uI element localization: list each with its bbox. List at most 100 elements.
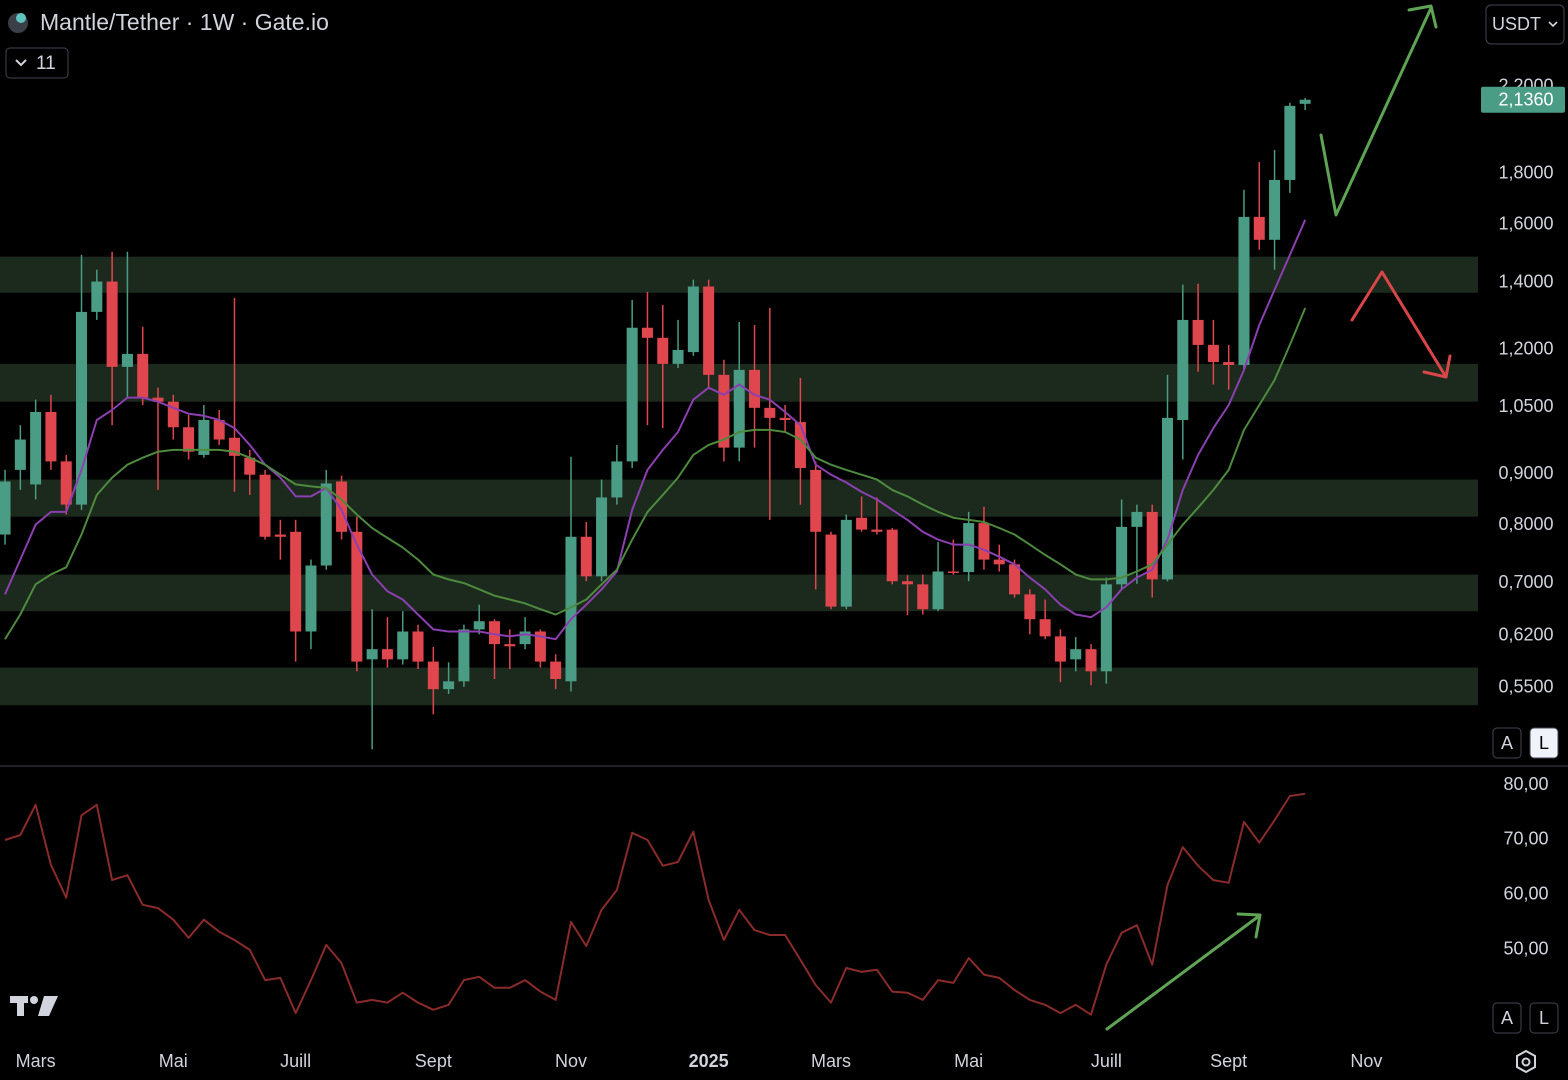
candle-body bbox=[1100, 584, 1112, 672]
settings-button[interactable] bbox=[1516, 1049, 1536, 1074]
candle-body bbox=[504, 644, 516, 647]
candle-body bbox=[978, 523, 990, 560]
arrow-down bbox=[1350, 270, 1448, 379]
candle-body bbox=[198, 419, 210, 455]
arrow-up bbox=[1319, 6, 1433, 217]
candle-body bbox=[1054, 636, 1066, 662]
candle-body bbox=[810, 469, 822, 532]
candle-body bbox=[794, 422, 806, 468]
candle-body bbox=[106, 281, 118, 367]
candle-body bbox=[718, 374, 730, 448]
y-tick-label: 0,5500 bbox=[1498, 676, 1553, 696]
x-tick-label: Juill bbox=[1091, 1051, 1122, 1071]
candle-body bbox=[412, 631, 424, 662]
indicators-toggle[interactable]: 11 bbox=[5, 47, 69, 79]
candle-body bbox=[213, 419, 225, 440]
indicators-box bbox=[5, 47, 69, 79]
scale-button-label[interactable]: L bbox=[1539, 733, 1549, 753]
candle-body bbox=[1299, 99, 1311, 104]
candle-body bbox=[458, 629, 470, 682]
candle-body bbox=[45, 411, 57, 462]
candle-body bbox=[947, 571, 959, 573]
candle-body bbox=[871, 529, 883, 532]
x-tick-label: Juill bbox=[280, 1051, 311, 1071]
candle-body bbox=[1009, 564, 1021, 595]
settings-icon bbox=[1516, 1049, 1536, 1074]
candle-body bbox=[167, 401, 179, 428]
logo-part bbox=[17, 996, 24, 1016]
candle-body bbox=[121, 353, 133, 367]
scale-button[interactable] bbox=[1529, 1002, 1559, 1034]
scale-button[interactable] bbox=[1492, 1002, 1522, 1034]
y-tick-label: 60,00 bbox=[1503, 884, 1548, 904]
y-tick-label: 1,6000 bbox=[1498, 214, 1553, 234]
candle-body bbox=[290, 531, 302, 632]
y-tick-label: 0,7000 bbox=[1498, 572, 1553, 592]
y-tick-label: 1,2000 bbox=[1498, 338, 1553, 358]
candle-body bbox=[687, 286, 699, 353]
candle-body bbox=[840, 519, 852, 607]
y-tick-label: 1,8000 bbox=[1498, 163, 1553, 183]
candle-body bbox=[749, 369, 761, 408]
candle-body bbox=[244, 457, 256, 475]
candle-body bbox=[1223, 362, 1235, 366]
x-tick-label: Nov bbox=[555, 1051, 587, 1071]
scale-button-label[interactable]: A bbox=[1501, 1008, 1513, 1028]
candle-body bbox=[397, 631, 409, 660]
candle-body bbox=[550, 661, 562, 680]
candle-body bbox=[580, 536, 592, 577]
candle-body bbox=[259, 474, 271, 537]
candle-body bbox=[886, 529, 898, 582]
candle-body bbox=[1253, 216, 1265, 240]
candle-body bbox=[91, 281, 103, 312]
y-tick-label: 80,00 bbox=[1503, 774, 1548, 794]
candle-body bbox=[443, 681, 455, 690]
candle-body bbox=[366, 649, 378, 660]
symbol-title: Mantle/Tether · 1W · Gate.io bbox=[40, 9, 329, 35]
y-tick-label: 1,4000 bbox=[1498, 272, 1553, 292]
arrow-head bbox=[1422, 354, 1452, 379]
candle-body bbox=[626, 327, 638, 462]
candle-body bbox=[611, 461, 623, 498]
scale-button-label[interactable]: A bbox=[1501, 733, 1513, 753]
currency-box bbox=[1485, 4, 1565, 45]
candle-body bbox=[320, 483, 332, 566]
chevron bbox=[15, 59, 27, 67]
logo-part bbox=[30, 996, 38, 1004]
moving-average bbox=[4, 219, 1307, 641]
candle-body bbox=[856, 517, 868, 530]
y-tick-label: 0,9000 bbox=[1498, 463, 1553, 483]
arrow-head bbox=[1407, 4, 1438, 29]
candle-body bbox=[1284, 105, 1296, 180]
candle-body bbox=[764, 407, 776, 418]
candle-body bbox=[336, 481, 348, 532]
candle-body bbox=[657, 337, 669, 364]
rsi-line bbox=[4, 792, 1306, 1016]
candle-body bbox=[14, 439, 26, 470]
currency-selector[interactable]: USDT bbox=[1485, 4, 1565, 45]
candle-body bbox=[1238, 216, 1250, 366]
price-zone bbox=[0, 574, 1478, 612]
scale-button-label[interactable]: L bbox=[1539, 1008, 1549, 1028]
settings-icon bbox=[1521, 1057, 1531, 1067]
candle-body bbox=[519, 631, 531, 645]
candle-body bbox=[137, 353, 149, 398]
candle-body bbox=[1024, 594, 1036, 620]
candle-body bbox=[1269, 179, 1281, 240]
candle-body bbox=[228, 437, 240, 456]
x-tick-label: Mai bbox=[159, 1051, 188, 1071]
moving-average bbox=[4, 307, 1307, 640]
candle-body bbox=[0, 481, 11, 535]
scale-button[interactable] bbox=[1492, 727, 1522, 759]
candle-body bbox=[534, 631, 546, 662]
candle-body bbox=[963, 523, 975, 573]
candle-body bbox=[1116, 526, 1128, 585]
candle-body bbox=[779, 417, 791, 420]
y-tick-label: 50,00 bbox=[1503, 939, 1548, 959]
price-zone bbox=[0, 256, 1478, 293]
scale-button[interactable] bbox=[1529, 727, 1559, 759]
candle-body bbox=[1039, 619, 1051, 637]
candle-body bbox=[30, 411, 42, 485]
